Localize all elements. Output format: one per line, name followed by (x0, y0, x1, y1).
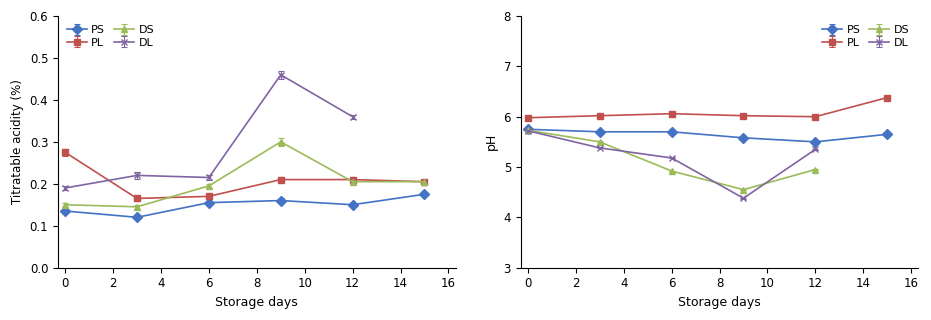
Y-axis label: Titratable acidity (%): Titratable acidity (%) (11, 79, 24, 204)
X-axis label: Storage days: Storage days (678, 296, 761, 309)
Y-axis label: pH: pH (485, 133, 498, 150)
X-axis label: Storage days: Storage days (215, 296, 298, 309)
Legend: PS, PL, DS, DL: PS, PL, DS, DL (819, 22, 912, 51)
Legend: PS, PL, DS, DL: PS, PL, DS, DL (63, 22, 157, 51)
